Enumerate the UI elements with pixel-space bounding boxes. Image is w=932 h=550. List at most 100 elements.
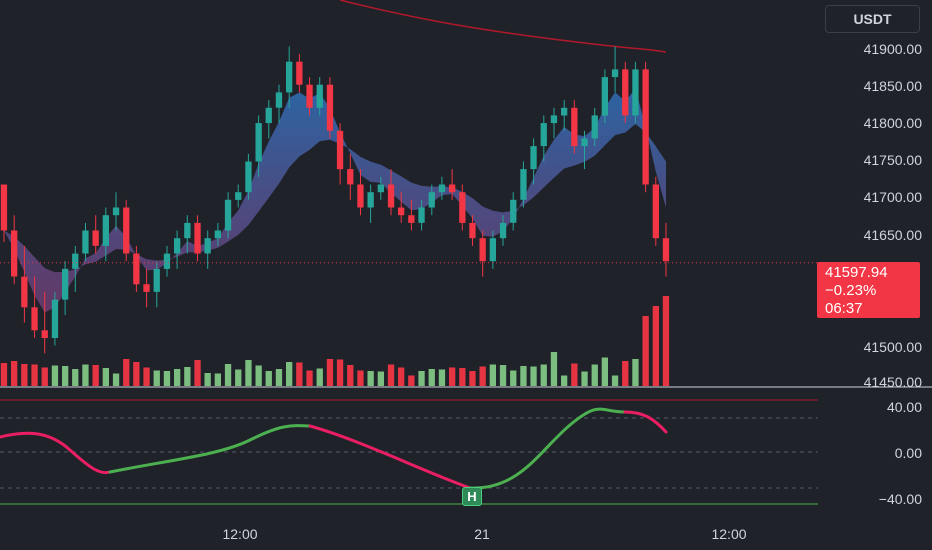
volume-bar xyxy=(530,366,537,386)
volume-bar xyxy=(153,370,160,386)
candle-body xyxy=(153,268,160,292)
volume-bar xyxy=(41,367,48,386)
candle-body xyxy=(143,284,150,292)
candle-body xyxy=(163,253,171,269)
ma-path xyxy=(339,0,667,53)
volume-bar xyxy=(204,373,211,386)
oscillator-axis-label: 40.00 xyxy=(886,399,922,415)
candle-body xyxy=(357,184,364,208)
candle-body xyxy=(611,69,619,78)
candle-body xyxy=(224,199,232,231)
oscillator-marker-h[interactable]: H xyxy=(462,487,482,506)
candle-body xyxy=(479,238,486,262)
candle-body xyxy=(72,253,79,269)
volume-bar xyxy=(265,371,272,386)
volume-bar xyxy=(550,352,558,386)
volume-bar xyxy=(102,368,109,386)
grid xyxy=(0,386,932,505)
volume-bar xyxy=(611,375,619,386)
volume-bar xyxy=(62,366,69,386)
volume-bar xyxy=(601,357,608,386)
candle-body xyxy=(41,330,48,338)
candle-body xyxy=(347,169,354,185)
price-axis-label: 41700.00 xyxy=(863,189,922,205)
price-axis-label: 41500.00 xyxy=(863,339,922,355)
candle-body xyxy=(408,215,415,223)
volume-bar xyxy=(398,367,405,386)
price-axis-label: 41450.00 xyxy=(863,374,922,390)
volume-bar xyxy=(296,362,303,386)
oscillator-curve xyxy=(623,410,668,434)
candle-body xyxy=(499,222,507,239)
oscillator-curve xyxy=(308,424,472,490)
candle-body xyxy=(326,84,334,131)
candle-body xyxy=(520,169,527,200)
volume-bar xyxy=(184,367,191,386)
volume-bar xyxy=(418,371,425,386)
candle-body xyxy=(398,207,405,216)
volume-bar xyxy=(133,362,140,386)
volume-bar xyxy=(459,368,466,386)
candle-body xyxy=(174,238,181,254)
volume-bar xyxy=(520,366,527,386)
candle-body xyxy=(92,230,99,246)
candle-body xyxy=(642,69,649,185)
volume-bar xyxy=(143,367,150,386)
volume-bar xyxy=(510,370,517,386)
oscillator-axis-label: −40.00 xyxy=(878,491,922,507)
volume-bar xyxy=(72,369,79,386)
volume-bar xyxy=(336,359,344,386)
volume-bar xyxy=(652,306,659,386)
price-axis-label: 41750.00 xyxy=(863,152,922,168)
candle-body xyxy=(632,69,639,116)
candle-body xyxy=(601,77,608,116)
volume-bar xyxy=(642,316,649,386)
volume-bar xyxy=(51,365,59,386)
candle-body xyxy=(622,69,629,116)
volume-bar xyxy=(591,364,598,386)
candle-body xyxy=(550,115,558,124)
oscillator-pane xyxy=(0,407,668,490)
volume-bar xyxy=(224,364,232,386)
volume-bar xyxy=(286,362,293,386)
last-price-tag: 41597.94 −0.23% 06:37 xyxy=(817,262,920,318)
candle-body xyxy=(510,199,517,223)
candle-body xyxy=(255,123,262,162)
oscillator-curve xyxy=(0,431,112,475)
candle-body xyxy=(469,222,476,239)
candle-body xyxy=(133,253,140,285)
candle-body xyxy=(428,192,435,208)
candle-body xyxy=(438,184,446,193)
candle-body xyxy=(296,61,303,85)
candle-body xyxy=(21,276,28,308)
oscillator-axis-label: 0.00 xyxy=(894,445,922,461)
time-axis-label: 12:00 xyxy=(711,526,747,542)
candle-body xyxy=(581,138,588,147)
volume-bar xyxy=(428,369,435,386)
volume-bar xyxy=(174,369,181,386)
volume-bar xyxy=(214,373,221,386)
volume-bar xyxy=(387,364,395,386)
currency-selector[interactable]: USDT xyxy=(825,5,920,33)
candle-body xyxy=(11,230,18,277)
candle-body xyxy=(214,230,221,239)
candle-body xyxy=(62,268,69,300)
price-axis-label: 41900.00 xyxy=(863,41,922,57)
moving-average xyxy=(339,0,667,53)
volume-bar xyxy=(163,371,171,386)
time-axis-label: 12:00 xyxy=(222,526,258,542)
candle-body xyxy=(367,192,374,208)
candle-body xyxy=(31,307,38,331)
volume-bar xyxy=(82,364,89,386)
volume-bar xyxy=(449,367,456,386)
candle-body xyxy=(540,123,547,147)
candle-body xyxy=(0,184,8,231)
oscillator-curve xyxy=(468,407,627,490)
volume-bar xyxy=(21,364,28,386)
candle-body xyxy=(123,207,130,254)
candle-body xyxy=(662,238,670,262)
candle-body xyxy=(245,161,252,193)
price-axis-label: 41800.00 xyxy=(863,115,922,131)
